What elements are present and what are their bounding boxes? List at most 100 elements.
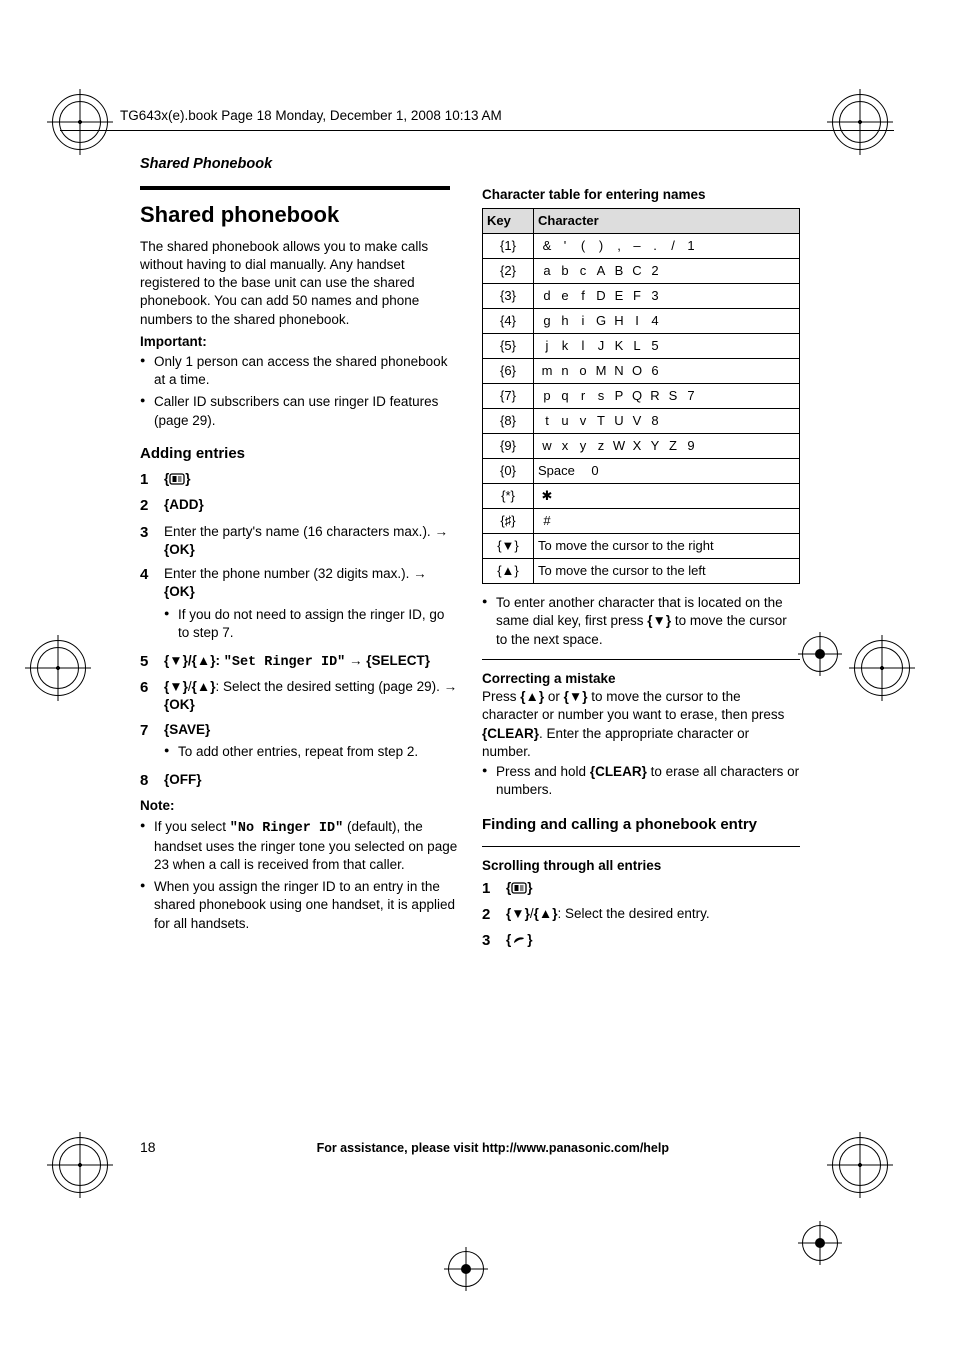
- scroll-heading: Scrolling through all entries: [482, 857, 800, 875]
- step-7: {SAVE} To add other entries, repeat from…: [164, 721, 418, 765]
- table-cell-key: {8}: [483, 409, 534, 434]
- table-row: {5}jklJKL5: [483, 334, 800, 359]
- separator: [482, 846, 800, 847]
- phonebook-icon: [169, 473, 185, 485]
- char-tip-list: To enter another character that is locat…: [482, 594, 800, 649]
- table-cell-chars: wxyzWXYZ9: [534, 434, 800, 459]
- find-step-1: {}: [506, 879, 533, 899]
- correcting-body: Press {▲} or {▼} to move the cursor to t…: [482, 688, 800, 761]
- step-1: {}: [164, 470, 191, 490]
- char-table-heading: Character table for entering names: [482, 186, 800, 204]
- table-cell-chars: defDEF3: [534, 284, 800, 309]
- important-label: Important:: [140, 334, 207, 349]
- find-step-2: {▼}/{▲}: Select the desired entry.: [506, 905, 710, 925]
- important-item: Only 1 person can access the shared phon…: [140, 353, 458, 389]
- table-row: {2}abcABC2: [483, 259, 800, 284]
- step-7-sub: To add other entries, repeat from step 2…: [164, 743, 418, 761]
- table-cell-key: {1}: [483, 234, 534, 259]
- section-path: Shared Phonebook: [140, 156, 800, 172]
- registration-mark-icon: [802, 636, 838, 672]
- page-number: 18: [140, 1139, 156, 1155]
- table-cell-key: {▼}: [483, 534, 534, 559]
- table-row: {▼}To move the cursor to the right: [483, 534, 800, 559]
- important-item: Caller ID subscribers can use ringer ID …: [140, 393, 458, 429]
- manual-page: TG643x(e).book Page 18 Monday, December …: [0, 0, 954, 1351]
- registration-mark-icon: [448, 1251, 484, 1287]
- table-cell-key: {3}: [483, 284, 534, 309]
- table-row: {*}✱: [483, 484, 800, 509]
- th-key: Key: [483, 209, 534, 234]
- header-rule: [60, 130, 894, 131]
- step-3: Enter the party's name (16 characters ma…: [164, 523, 458, 559]
- table-cell-chars: To move the cursor to the right: [534, 534, 800, 559]
- correcting-heading: Correcting a mistake: [482, 670, 800, 688]
- registration-mark-icon: [832, 94, 888, 150]
- table-cell-chars: &'(),–./1: [534, 234, 800, 259]
- table-row: {4}ghiGHI4: [483, 309, 800, 334]
- registration-mark-icon: [802, 1225, 838, 1261]
- table-cell-key: {6}: [483, 359, 534, 384]
- table-cell-key: {*}: [483, 484, 534, 509]
- correcting-sub: Press and hold {CLEAR} to erase all char…: [482, 763, 800, 799]
- table-cell-chars: ✱: [534, 484, 800, 509]
- step-4-sub: If you do not need to assign the ringer …: [164, 606, 458, 642]
- talk-icon: [511, 934, 527, 946]
- important-list: Only 1 person can access the shared phon…: [140, 353, 458, 430]
- table-row: {▲}To move the cursor to the left: [483, 559, 800, 584]
- table-row: {9}wxyzWXYZ9: [483, 434, 800, 459]
- note-label: Note:: [140, 798, 175, 813]
- table-row: {3}defDEF3: [483, 284, 800, 309]
- table-header-row: Key Character: [483, 209, 800, 234]
- table-cell-chars: ghiGHI4: [534, 309, 800, 334]
- step-8: {OFF}: [164, 771, 202, 791]
- phonebook-icon: [511, 882, 527, 894]
- page-title: Shared phonebook: [140, 200, 458, 230]
- footer-text: For assistance, please visit http://www.…: [186, 1141, 800, 1155]
- char-tip: To enter another character that is locat…: [482, 594, 800, 649]
- note-item: If you select "No Ringer ID" (default), …: [140, 818, 458, 875]
- find-step-3: {}: [506, 931, 533, 951]
- table-cell-chars: tuvTUV8: [534, 409, 800, 434]
- page-content: Shared Phonebook Shared phonebook The sh…: [140, 156, 800, 958]
- separator: [482, 659, 800, 660]
- registration-mark-icon: [52, 94, 108, 150]
- table-cell-key: {7}: [483, 384, 534, 409]
- note-list: If you select "No Ringer ID" (default), …: [140, 818, 458, 933]
- table-cell-chars: To move the cursor to the left: [534, 559, 800, 584]
- table-cell-key: {2}: [483, 259, 534, 284]
- table-cell-key: {0}: [483, 459, 534, 484]
- adding-entries-heading: Adding entries: [140, 444, 458, 464]
- table-row: {♯}#: [483, 509, 800, 534]
- table-row: {6}mnoMNO6: [483, 359, 800, 384]
- title-rule: [140, 186, 450, 190]
- step-5: {▼}/{▲}: "Set Ringer ID" → {SELECT}: [164, 652, 430, 672]
- note-item: When you assign the ringer ID to an entr…: [140, 878, 458, 933]
- table-cell-key: {4}: [483, 309, 534, 334]
- table-cell-key: {9}: [483, 434, 534, 459]
- table-cell-chars: Space0: [534, 459, 800, 484]
- left-column: Shared phonebook The shared phonebook al…: [140, 186, 458, 937]
- table-cell-chars: pqrsPQRS7: [534, 384, 800, 409]
- registration-mark-icon: [854, 640, 910, 696]
- table-cell-key: {▲}: [483, 559, 534, 584]
- table-row: {7}pqrsPQRS7: [483, 384, 800, 409]
- table-cell-chars: #: [534, 509, 800, 534]
- finding-steps: 1{} 2{▼}/{▲}: Select the desired entry. …: [482, 879, 800, 952]
- step-2: {ADD}: [164, 496, 204, 516]
- th-character: Character: [534, 209, 800, 234]
- step-4: Enter the phone number (32 digits max.).…: [164, 565, 458, 646]
- registration-mark-icon: [52, 1137, 108, 1193]
- page-footer: 18 For assistance, please visit http://w…: [140, 1139, 800, 1155]
- adding-steps: 1{} 2{ADD} 3Enter the party's name (16 c…: [140, 470, 458, 791]
- step-6: {▼}/{▲}: Select the desired setting (pag…: [164, 678, 458, 714]
- correcting-sub-list: Press and hold {CLEAR} to erase all char…: [482, 763, 800, 799]
- right-column: Character table for entering names Key C…: [482, 186, 800, 958]
- finding-heading: Finding and calling a phonebook entry: [482, 815, 800, 835]
- table-row: {8}tuvTUV8: [483, 409, 800, 434]
- running-header: TG643x(e).book Page 18 Monday, December …: [120, 108, 502, 123]
- character-table: Key Character {1}&'(),–./1{2}abcABC2{3}d…: [482, 208, 800, 584]
- table-cell-chars: mnoMNO6: [534, 359, 800, 384]
- table-cell-key: {5}: [483, 334, 534, 359]
- table-cell-key: {♯}: [483, 509, 534, 534]
- registration-mark-icon: [30, 640, 86, 696]
